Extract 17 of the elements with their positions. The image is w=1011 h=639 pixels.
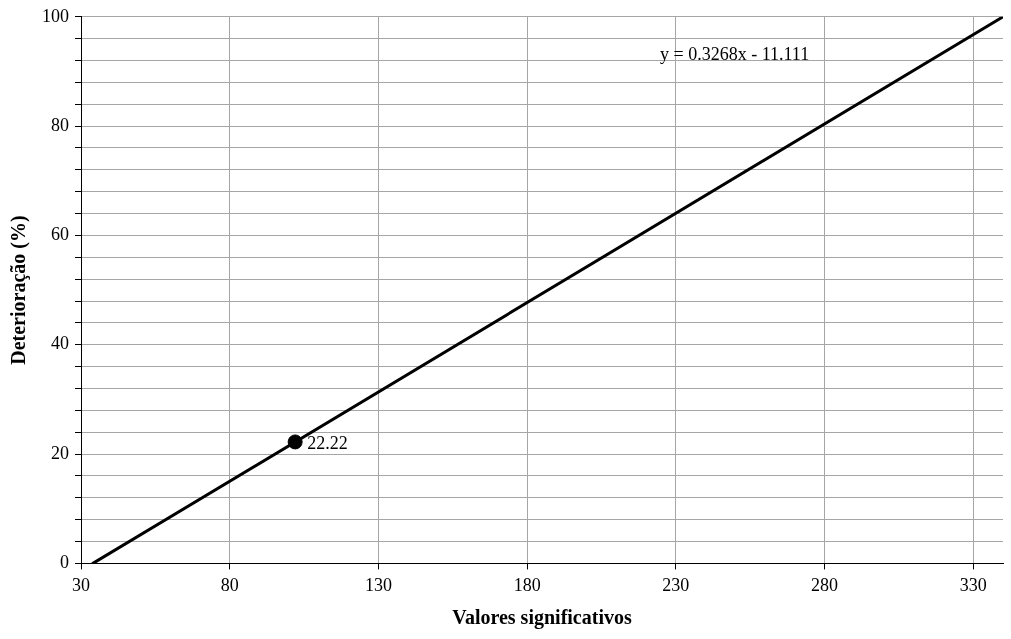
y-tick-label: 80	[51, 114, 69, 135]
x-tick-label: 30	[72, 574, 90, 595]
data-label: 22.22	[307, 432, 348, 453]
x-tick-label: 80	[220, 574, 239, 595]
x-tick-label: 280	[811, 574, 839, 595]
y-tick-label: 40	[51, 333, 69, 354]
y-axis-title: Deterioração (%)	[7, 215, 31, 365]
x-tick-label: 230	[662, 574, 690, 595]
x-tick-label: 180	[513, 574, 541, 595]
x-tick-label: 330	[959, 574, 987, 595]
x-axis-title: Valores significativos	[452, 606, 632, 630]
y-tick-label: 100	[42, 5, 69, 26]
y-tick-label: 60	[51, 224, 69, 245]
annotation: y = 0.3268x - 11.111	[660, 43, 810, 64]
x-tick-label: 130	[364, 574, 392, 595]
y-tick-label: 20	[51, 442, 69, 463]
y-tick-label: 0	[60, 552, 69, 573]
